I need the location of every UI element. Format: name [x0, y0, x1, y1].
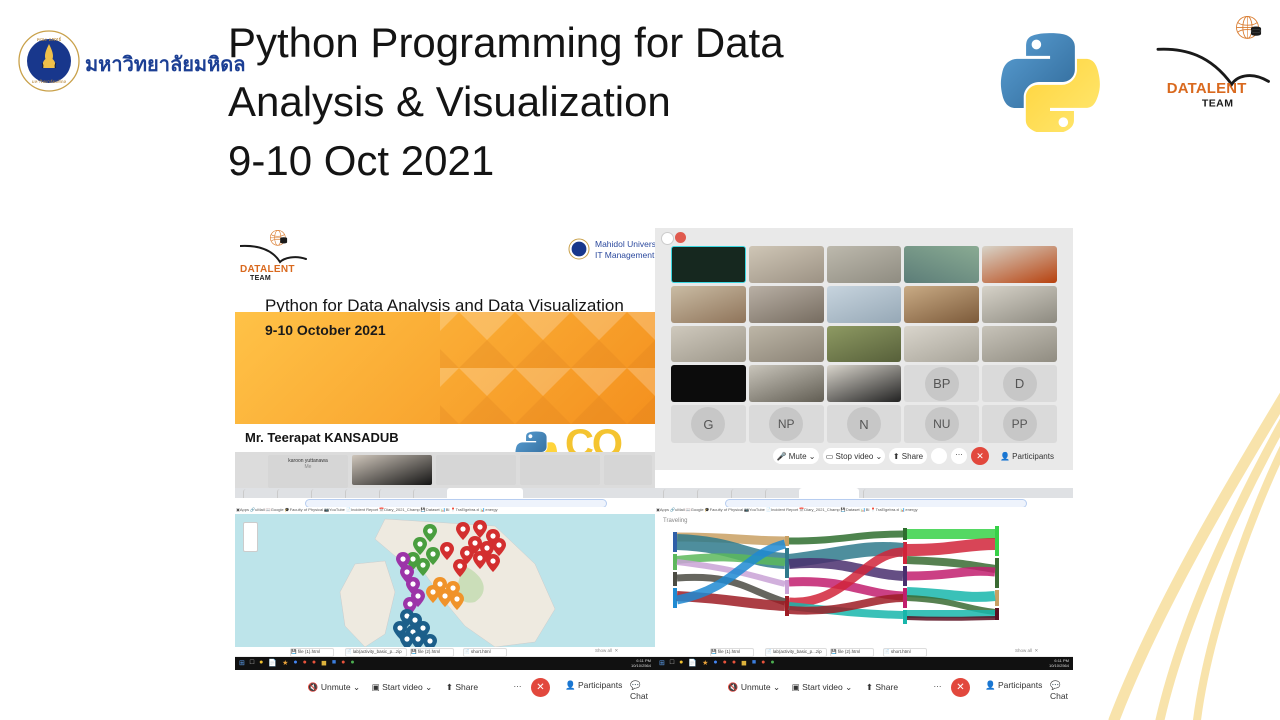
- svg-text:มหาวิทยาลัยมหิดล: มหาวิทยาลัยมหิดล: [32, 79, 67, 84]
- svg-text:DATALENT: DATALENT: [1167, 81, 1247, 97]
- svg-text:TEAM: TEAM: [1202, 97, 1234, 109]
- svg-text:คณะ แพทย์: คณะ แพทย์: [37, 36, 62, 43]
